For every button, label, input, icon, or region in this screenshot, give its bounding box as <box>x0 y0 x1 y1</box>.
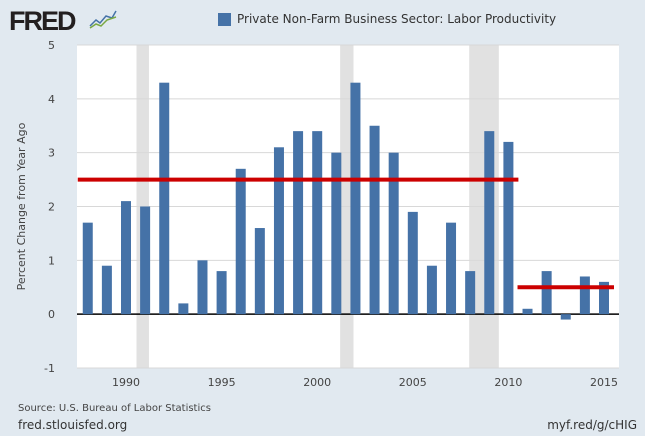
legend-label: Private Non-Farm Business Sector: Labor … <box>237 12 557 26</box>
y-tick-label: 2 <box>48 201 55 214</box>
bar-1991 <box>140 206 151 315</box>
bar-2004 <box>388 152 399 315</box>
y-tick-label: -1 <box>44 362 55 375</box>
bar-2000 <box>312 131 323 315</box>
bar-1995 <box>216 271 227 315</box>
bar-2002 <box>350 82 361 315</box>
bar-2007 <box>446 222 457 315</box>
bar-1998 <box>273 147 284 315</box>
bar-2006 <box>426 265 437 315</box>
bar-2010 <box>503 141 514 315</box>
bar-1989 <box>101 265 112 315</box>
bar-1988 <box>82 222 93 315</box>
bar-2015 <box>599 281 609 315</box>
y-tick-label: 3 <box>48 147 55 160</box>
bar-1997 <box>254 228 265 315</box>
y-tick-label: 4 <box>48 93 55 106</box>
bar-1993 <box>178 303 189 315</box>
bar-2012 <box>541 271 552 315</box>
bar-2003 <box>369 125 380 315</box>
fred-logo: FRED <box>9 6 76 36</box>
bar-2001 <box>331 152 342 315</box>
bar-1994 <box>197 260 208 315</box>
bar-1999 <box>293 131 304 315</box>
site-link[interactable]: fred.stlouisfed.org <box>18 418 128 432</box>
y-tick-label: 1 <box>48 254 55 267</box>
x-tick-label: 2000 <box>303 376 331 389</box>
bar-1996 <box>235 168 246 315</box>
y-axis-label: Percent Change from Year Ago <box>15 122 28 290</box>
bar-2011 <box>522 308 533 315</box>
y-tick-label: 5 <box>48 39 55 52</box>
y-tick-label: 0 <box>48 308 55 321</box>
legend: Private Non-Farm Business Sector: Labor … <box>218 12 556 26</box>
bar-1992 <box>159 82 170 315</box>
fred-graph-icon <box>89 10 117 29</box>
x-tick-label: 1990 <box>112 376 140 389</box>
bar-2013 <box>560 314 571 320</box>
source-note: Source: U.S. Bureau of Labor Statistics <box>18 403 211 414</box>
x-tick-label: 2005 <box>399 376 427 389</box>
short-url[interactable]: myf.red/g/cHIG <box>547 418 637 432</box>
x-tick-label: 2015 <box>590 376 618 389</box>
bar-2005 <box>407 211 418 315</box>
x-tick-label: 1995 <box>208 376 236 389</box>
bar-2009 <box>484 131 495 315</box>
x-tick-label: 2010 <box>494 376 522 389</box>
bar-1990 <box>121 201 131 315</box>
bar-2014 <box>579 276 590 315</box>
bar-2008 <box>465 271 476 315</box>
legend-swatch <box>218 12 231 26</box>
